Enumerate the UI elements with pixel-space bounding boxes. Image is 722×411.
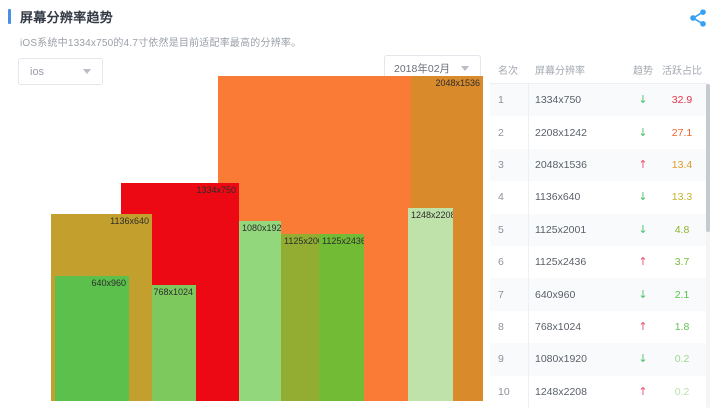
- bar-label: 768x1024: [153, 287, 193, 297]
- bar-640x960[interactable]: 640x960: [55, 276, 129, 401]
- cell-resolution: 768x1024: [535, 320, 582, 333]
- cell-rank: 9: [498, 353, 504, 366]
- table-row[interactable]: 1 1334x750 ↓ 32.9: [490, 84, 708, 117]
- cell-resolution: 2208x1242: [535, 126, 587, 139]
- cell-resolution: 2048x1536: [535, 158, 587, 171]
- cell-trend: ↑: [626, 256, 660, 268]
- cell-trend: ↓: [626, 353, 660, 365]
- bar-label: 640x960: [91, 278, 126, 288]
- cell-rank: 1: [498, 94, 504, 107]
- trend-down-icon: ↓: [638, 287, 648, 301]
- cell-resolution: 1248x2208: [535, 385, 587, 398]
- table-row[interactable]: 2 2208x1242 ↓ 27.1: [490, 116, 708, 150]
- cell-rank: 7: [498, 288, 504, 301]
- cell-percent: 13.3: [671, 191, 693, 204]
- cell-resolution: 1136x640: [535, 191, 581, 204]
- cell-rank: 8: [498, 320, 504, 333]
- trend-up-icon: ↑: [638, 157, 648, 171]
- table-row[interactable]: 6 1125x2436 ↑ 3.7: [490, 245, 708, 279]
- cell-trend: ↑: [626, 321, 660, 333]
- cell-percent: 0.2: [674, 353, 690, 366]
- table-scrollbar-thumb[interactable]: [706, 84, 710, 232]
- cell-trend: ↓: [626, 94, 660, 106]
- bar-label: 1248x2208: [411, 210, 453, 220]
- trend-down-icon: ↓: [638, 190, 648, 204]
- cell-percent: 1.8: [674, 320, 690, 333]
- table-row[interactable]: 5 1125x2001 ↓ 4.8: [490, 213, 708, 247]
- table-scrollbar-track[interactable]: [706, 84, 710, 408]
- month-select-value: 2018年02月: [394, 62, 451, 75]
- cell-trend: ↓: [626, 127, 660, 139]
- column-header-trend: 趋势: [633, 66, 653, 77]
- platform-select-value: ios: [30, 65, 45, 78]
- cell-trend: ↓: [626, 191, 660, 203]
- trend-down-icon: ↓: [638, 125, 648, 139]
- trend-down-icon: ↓: [638, 222, 648, 236]
- trend-up-icon: ↑: [638, 255, 648, 269]
- page-title: 屏幕分辨率趋势: [0, 6, 113, 26]
- column-header-percent: 活跃占比: [662, 66, 702, 77]
- table-row[interactable]: 8 768x1024 ↑ 1.8: [490, 310, 708, 344]
- cell-rank: 4: [498, 191, 504, 204]
- chevron-down-icon: [461, 65, 469, 71]
- bar-label: 2048x1536: [435, 78, 480, 88]
- resolution-table: 名次 屏幕分辨率 趋势 活跃占比 1 1334x750 ↓ 32.9 2 2208x124…: [490, 56, 710, 409]
- table-row[interactable]: 3 2048x1536 ↑ 13.4: [490, 148, 708, 182]
- column-header-resolution: 屏幕分辨率: [535, 66, 585, 77]
- resolution-bar-chart: 2048x1536 1080x19201125x20011125x2436 1248…: [18, 76, 483, 401]
- bar-1125x2001[interactable]: 1125x2001: [281, 234, 319, 401]
- table-row[interactable]: 7 640x960 ↓ 2.1: [490, 278, 708, 312]
- cell-trend: ↓: [626, 224, 660, 236]
- bar-768x1024[interactable]: 768x1024: [152, 285, 196, 401]
- cell-resolution: 1125x2436: [535, 256, 587, 269]
- table-row[interactable]: 10 1248x2208 ↑ 0.2: [490, 375, 708, 409]
- cell-percent: 0.2: [674, 385, 690, 398]
- table-row[interactable]: 9 1080x1920 ↓ 0.2: [490, 343, 708, 376]
- cell-resolution: 1334x750: [535, 94, 582, 107]
- bar-1125x2436[interactable]: 1125x2436: [319, 234, 364, 401]
- table-header-row: 名次 屏幕分辨率 趋势 活跃占比: [490, 56, 708, 84]
- share-icon[interactable]: [688, 8, 708, 28]
- bar-1248x2208[interactable]: 1248x2208: [408, 208, 453, 401]
- trend-up-icon: ↑: [638, 384, 648, 398]
- platform-select[interactable]: ios: [18, 58, 103, 85]
- cell-resolution: 1125x2001: [535, 223, 587, 236]
- cell-percent: 3.7: [674, 256, 690, 269]
- cell-trend: ↓: [626, 289, 660, 301]
- cell-rank: 5: [498, 223, 504, 236]
- trend-down-icon: ↓: [638, 93, 648, 107]
- bar-1080x1920[interactable]: 1080x1920: [239, 221, 281, 401]
- cell-resolution: 640x960: [535, 288, 576, 301]
- chevron-down-icon: [83, 69, 91, 74]
- bar-label: 1334x750: [196, 185, 236, 195]
- cell-percent: 27.1: [671, 126, 693, 139]
- cell-rank: 6: [498, 256, 504, 269]
- column-header-rank: 名次: [498, 66, 518, 77]
- cell-rank: 3: [498, 158, 504, 171]
- cell-trend: ↑: [626, 159, 660, 171]
- table-body: 1 1334x750 ↓ 32.9 2 2208x1242 ↓ 27.1 3 2048x1536 ↑…: [490, 84, 708, 409]
- trend-up-icon: ↑: [638, 319, 648, 333]
- bar-label: 1125x2436: [322, 236, 364, 246]
- cell-trend: ↑: [626, 386, 660, 398]
- table-row[interactable]: 4 1136x640 ↓ 13.3: [490, 181, 708, 214]
- cell-percent: 2.1: [674, 288, 690, 301]
- page-subtitle: iOS系统中1334x750的4.7寸依然是目前适配率最高的分辨率。: [20, 38, 302, 49]
- cell-percent: 13.4: [671, 158, 693, 171]
- cell-resolution: 1080x1920: [535, 353, 587, 366]
- cell-rank: 10: [498, 385, 510, 398]
- cell-percent: 32.9: [671, 94, 693, 107]
- cell-percent: 4.8: [674, 223, 690, 236]
- bar-label: 1136x640: [110, 216, 149, 226]
- cell-rank: 2: [498, 126, 504, 139]
- title-text: 屏幕分辨率趋势: [20, 9, 114, 25]
- trend-down-icon: ↓: [638, 352, 648, 366]
- title-accent-bar: [8, 8, 11, 24]
- bar-label: 1125x2001: [284, 236, 319, 246]
- bar-label: 1080x1920: [242, 223, 281, 233]
